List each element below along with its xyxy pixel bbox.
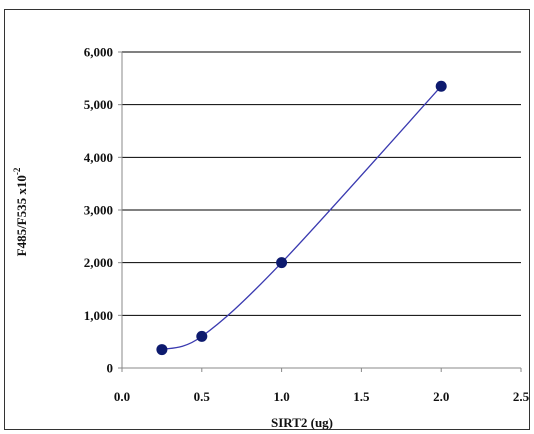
data-point: [196, 330, 208, 342]
x-tick-label: 0.0: [114, 389, 130, 404]
data-point: [276, 257, 288, 269]
series-curve: [161, 85, 442, 351]
y-tick-label: 0: [107, 361, 114, 376]
axes: [118, 51, 522, 372]
y-tick-label: 4,000: [84, 150, 113, 165]
x-tick-label: 0.5: [194, 389, 211, 404]
y-tick-label: 3,000: [84, 203, 113, 218]
series-line: [161, 85, 442, 351]
x-tick-labels: 0.0 0.5 1.0 1.5 2.0 2.5: [114, 389, 530, 404]
y-tick-label: 1,000: [84, 308, 113, 323]
x-tick-label: 1.0: [273, 389, 289, 404]
y-axis-label-base: F485/F535 x10: [14, 175, 29, 256]
y-tick-label: 6,000: [84, 45, 113, 60]
y-axis-label-exponent: -2: [12, 167, 22, 175]
y-tick-labels: 0 1,000 2,000 3,000 4,000 5,000 6,000: [84, 45, 113, 376]
chart-frame: [4, 9, 530, 430]
x-axis-label: SIRT2 (ug): [271, 415, 333, 430]
data-point: [156, 344, 168, 356]
x-tick-label: 2.0: [433, 389, 449, 404]
grid-lines: [122, 51, 521, 316]
x-tick-label: 1.5: [353, 389, 370, 404]
y-axis-label: F485/F535 x10-2: [12, 167, 29, 256]
y-tick-label: 2,000: [84, 255, 113, 270]
x-tick-label: 2.5: [513, 389, 530, 404]
data-points: [156, 80, 447, 356]
y-tick-label: 5,000: [84, 97, 113, 112]
data-point: [435, 80, 447, 92]
